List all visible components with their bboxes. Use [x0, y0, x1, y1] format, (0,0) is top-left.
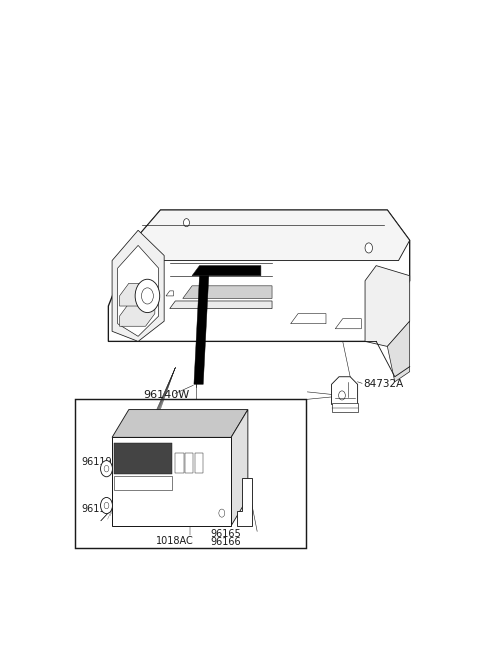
Bar [114, 443, 172, 474]
Bar [112, 438, 231, 525]
Text: 84732A: 84732A [363, 379, 403, 389]
Polygon shape [120, 304, 155, 326]
Polygon shape [192, 266, 261, 276]
Polygon shape [170, 301, 272, 308]
Polygon shape [290, 314, 326, 323]
Polygon shape [365, 266, 410, 346]
Bar [75, 400, 305, 548]
Circle shape [183, 218, 190, 227]
Polygon shape [118, 245, 158, 337]
Text: 1018AC: 1018AC [156, 536, 194, 546]
Polygon shape [112, 230, 164, 341]
Bar [114, 476, 172, 491]
Text: 96166: 96166 [210, 537, 241, 547]
Polygon shape [120, 283, 155, 306]
Circle shape [104, 502, 109, 509]
Bar [185, 453, 193, 473]
Circle shape [100, 461, 112, 477]
Polygon shape [183, 286, 272, 298]
Polygon shape [166, 291, 173, 296]
Polygon shape [237, 478, 252, 525]
Polygon shape [112, 409, 248, 438]
Polygon shape [335, 319, 361, 329]
Bar [175, 453, 183, 473]
Circle shape [142, 288, 154, 304]
Text: 96119A: 96119A [82, 457, 119, 466]
Polygon shape [108, 210, 410, 341]
Polygon shape [231, 409, 248, 525]
Circle shape [365, 243, 372, 253]
Text: 96119A: 96119A [82, 504, 119, 514]
Polygon shape [332, 377, 358, 405]
Circle shape [100, 497, 112, 514]
Polygon shape [194, 276, 209, 384]
Circle shape [135, 279, 160, 313]
Circle shape [104, 466, 109, 472]
Polygon shape [134, 210, 410, 260]
Text: 96165: 96165 [210, 529, 241, 539]
Bar [195, 453, 203, 473]
Polygon shape [332, 403, 358, 412]
Polygon shape [387, 321, 410, 382]
Circle shape [219, 509, 225, 517]
Text: 96140W: 96140W [143, 390, 189, 400]
Circle shape [338, 391, 345, 400]
